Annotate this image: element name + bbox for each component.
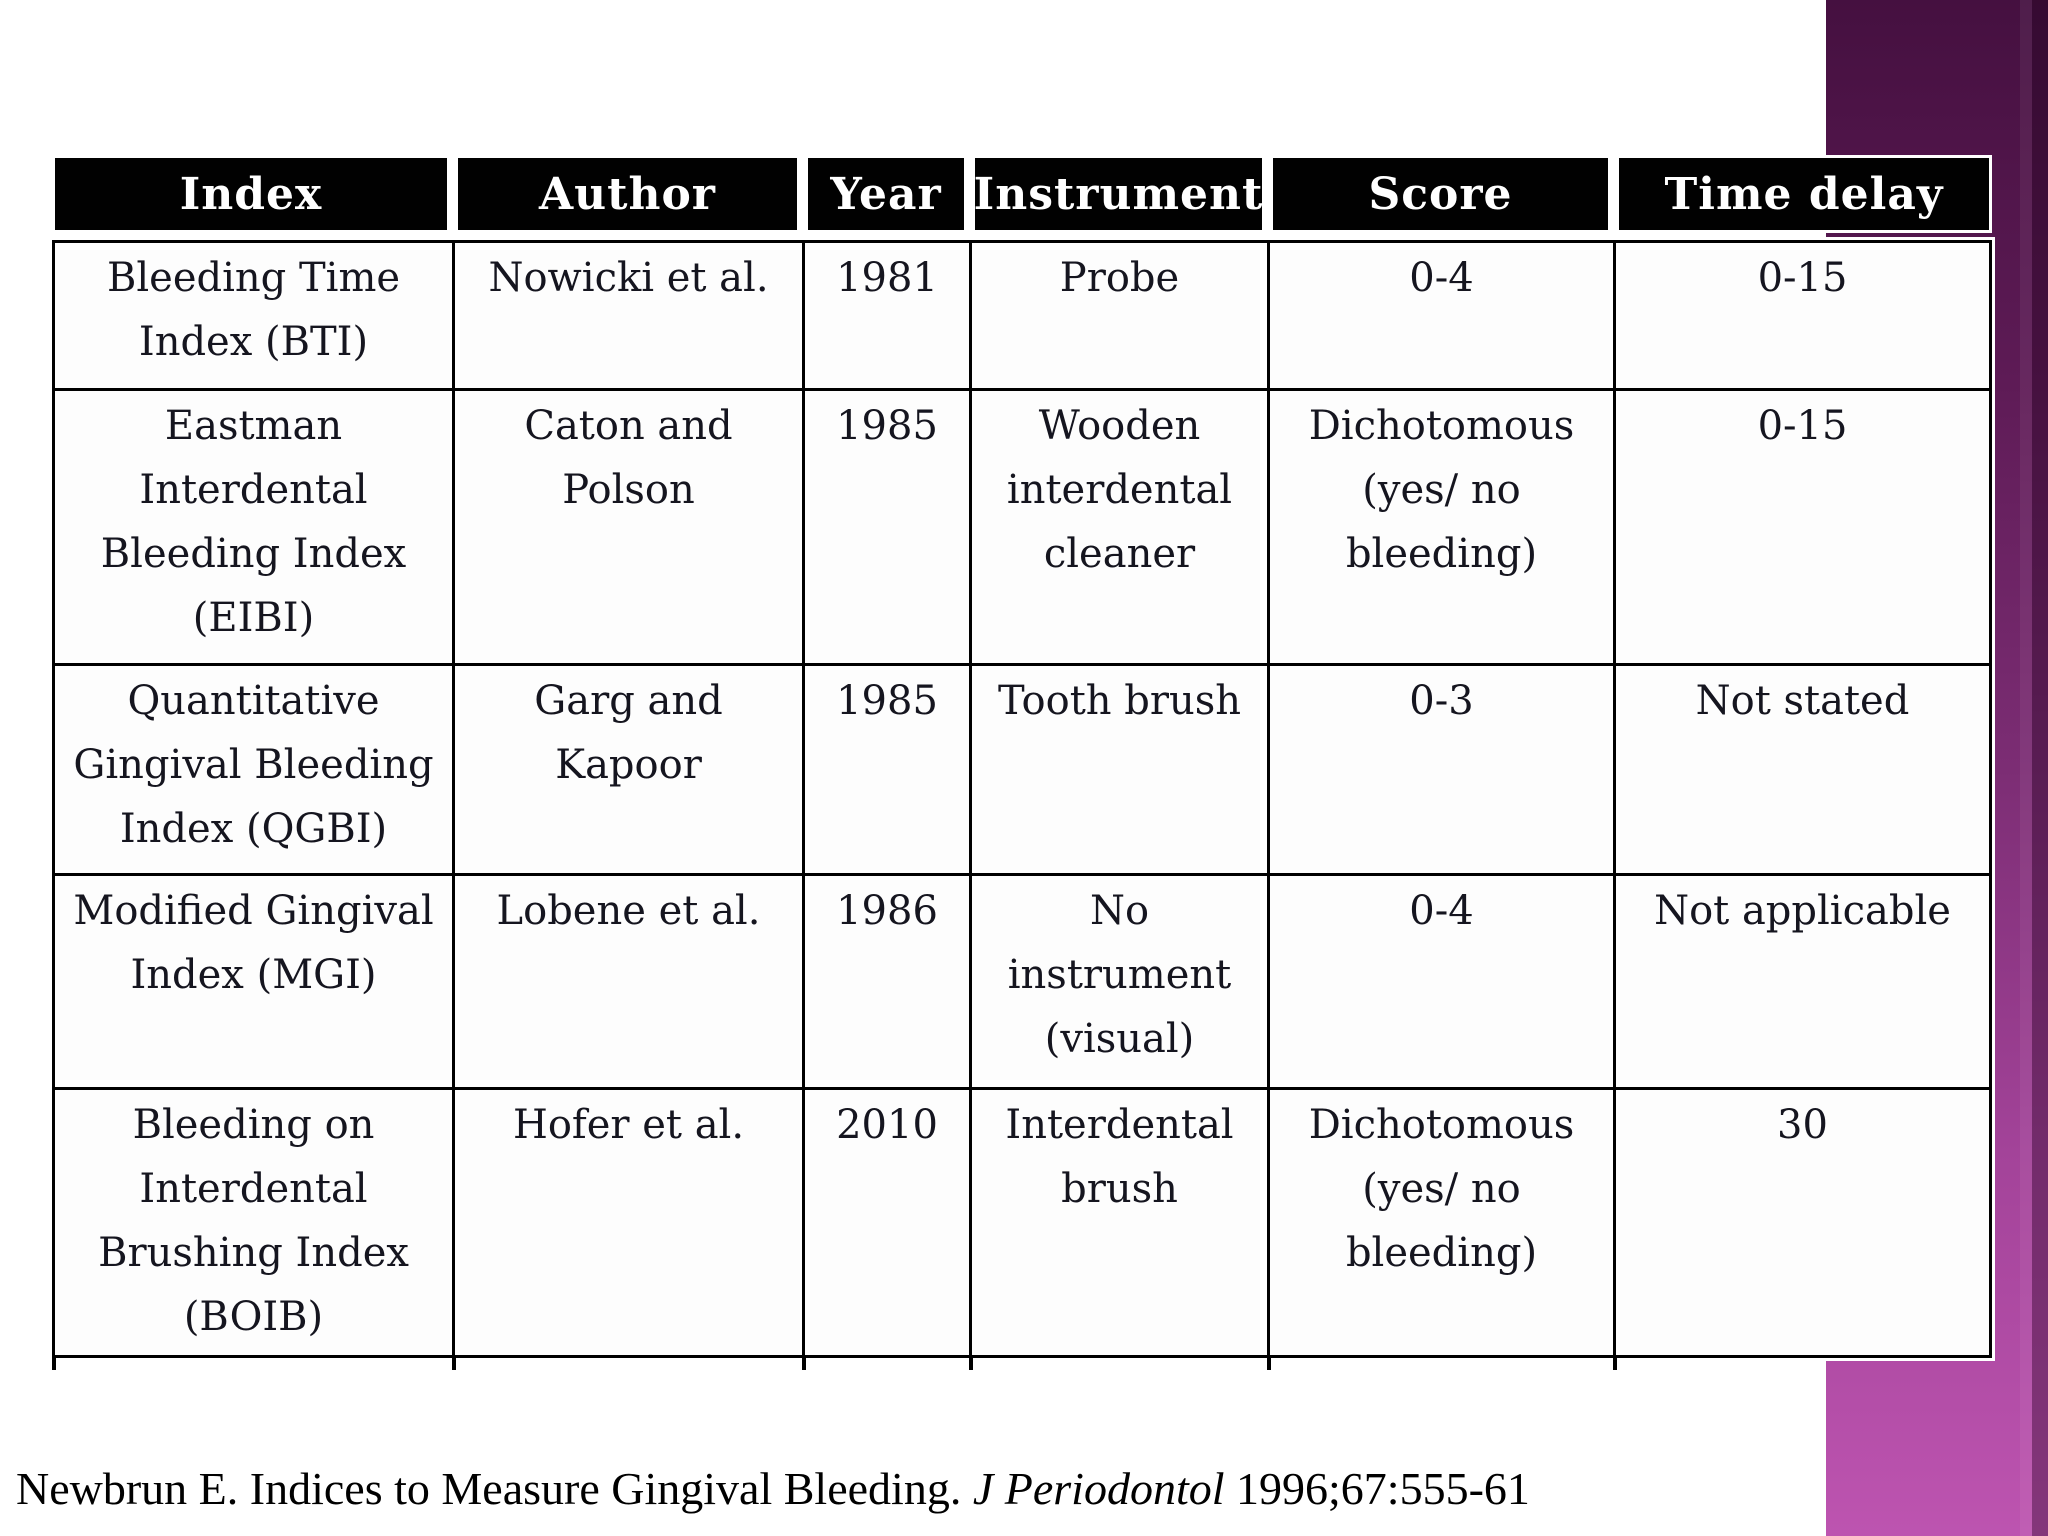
table-cell: 1985 [805,666,972,876]
table-border-stub [452,1358,456,1370]
table-cell: Quantitative Gingival Bleeding Index (QG… [55,666,455,876]
citation-suffix: 1996;67:555-61 [1224,1463,1530,1514]
table-border-stub [1613,1358,1617,1370]
table-cell: Eastman Interdental Bleeding Index (EIBI… [55,391,455,666]
header-cell-year: Year [805,155,972,233]
header-cell-time-delay: Time delay [1616,155,1992,233]
header-cell-author: Author [455,155,805,233]
table-cell: Garg and Kapoor [455,666,805,876]
table-cell: Caton and Polson [455,391,805,666]
table-cell: Probe [972,243,1270,391]
table-cell: 1981 [805,243,972,391]
table-cell: Bleeding on Interdental Brushing Index (… [55,1090,455,1355]
citation-journal-italic: J Periodontol [972,1463,1225,1514]
table-cell: Lobene et al. [455,876,805,1090]
table-cell: Bleeding Time Index (BTI) [55,243,455,391]
table-border-stub [969,1358,973,1370]
table-cell: Not applicable [1616,876,1989,1090]
table-cell: Dichotomous (yes/ no bleeding) [1270,391,1616,666]
table-cell: No instrument (visual) [972,876,1270,1090]
header-cell-score: Score [1270,155,1616,233]
table-border-stub [802,1358,806,1370]
table-cell: Hofer et al. [455,1090,805,1355]
table-cell: 30 [1777,1102,1828,1148]
table-border-stub [52,1358,56,1370]
table-cell: Tooth brush [972,666,1270,876]
table-cell: 2010 [805,1090,972,1355]
table-cell: Wooden interdental cleaner [972,391,1270,666]
accent-bar-shadow-edge [2032,0,2048,1536]
table-cell: 0-4 [1270,243,1616,391]
table-cell: 0-15 [1616,243,1989,391]
table-header-row: Index Author Year Instrument Score Time … [52,155,1992,233]
citation-prefix: Newbrun E. Indices to Measure Gingival B… [16,1463,973,1514]
table-cell: 1986 [805,876,972,1090]
table-body: Bleeding Time Index (BTI) Nowicki et al.… [52,240,1992,1358]
table-cell: Modified Gingival Index (MGI) [55,876,455,1090]
table-cell: 0-3 [1270,666,1616,876]
table-cell: Nowicki et al. [455,243,805,391]
table-cell: Dichotomous (yes/ no bleeding) [1270,1090,1616,1355]
table-cell: 0-4 [1270,876,1616,1090]
accent-bar-highlight [2020,0,2032,1536]
table-border-stub [1267,1358,1271,1370]
table-cell: Interdental brush [972,1090,1270,1355]
table-cell: Not stated [1616,666,1989,876]
citation: Newbrun E. Indices to Measure Gingival B… [16,1462,1530,1515]
table-cell: 1985 [805,391,972,666]
header-cell-index: Index [52,155,455,233]
header-cell-instrument: Instrument [972,155,1270,233]
table-cell: 0-15 [1616,391,1989,666]
